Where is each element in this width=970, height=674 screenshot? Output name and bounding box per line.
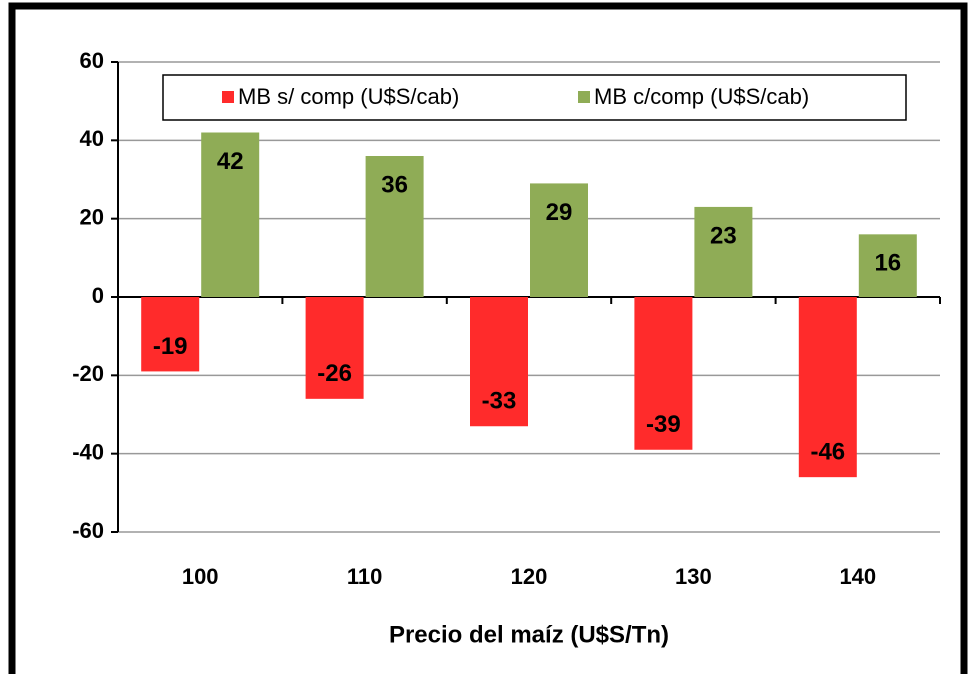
bar [858, 234, 917, 297]
x-tick-label: 100 [182, 564, 219, 589]
y-tick-label: -60 [72, 518, 104, 543]
data-label: 16 [874, 250, 901, 277]
y-tick-label: -40 [72, 439, 104, 464]
bar [798, 297, 857, 478]
legend-swatch [578, 91, 590, 103]
data-label: 29 [546, 199, 573, 226]
bar [694, 206, 753, 297]
bar [530, 183, 588, 297]
legend-label: MB s/ comp (U$S/cab) [238, 84, 459, 109]
data-label: -39 [646, 411, 681, 438]
x-tick-label: 130 [675, 564, 712, 589]
data-label: -46 [810, 439, 845, 466]
data-label: -19 [153, 333, 188, 360]
data-label: 42 [217, 148, 244, 175]
bar [634, 297, 693, 450]
data-label: 23 [710, 222, 737, 249]
data-label: -26 [317, 360, 352, 387]
bar [470, 297, 528, 427]
legend-box [162, 74, 907, 121]
bar [365, 156, 424, 297]
bar [141, 297, 200, 372]
legend-swatch [222, 91, 234, 103]
x-axis-label: Precio del maíz (U$S/Tn) [389, 621, 669, 648]
x-tick-label: 140 [839, 564, 876, 589]
data-label: 36 [381, 171, 408, 198]
legend-label: MB c/comp (U$S/cab) [594, 84, 809, 109]
y-tick-label: 0 [92, 283, 104, 308]
y-tick-label: 60 [80, 48, 104, 73]
data-label: -33 [482, 388, 517, 415]
x-tick-label: 120 [511, 564, 548, 589]
y-tick-label: -20 [72, 361, 104, 386]
bar [305, 297, 364, 399]
x-tick-label: 110 [347, 564, 383, 589]
bar [201, 132, 260, 297]
y-tick-label: 40 [80, 126, 104, 151]
y-tick-label: 20 [80, 204, 104, 229]
